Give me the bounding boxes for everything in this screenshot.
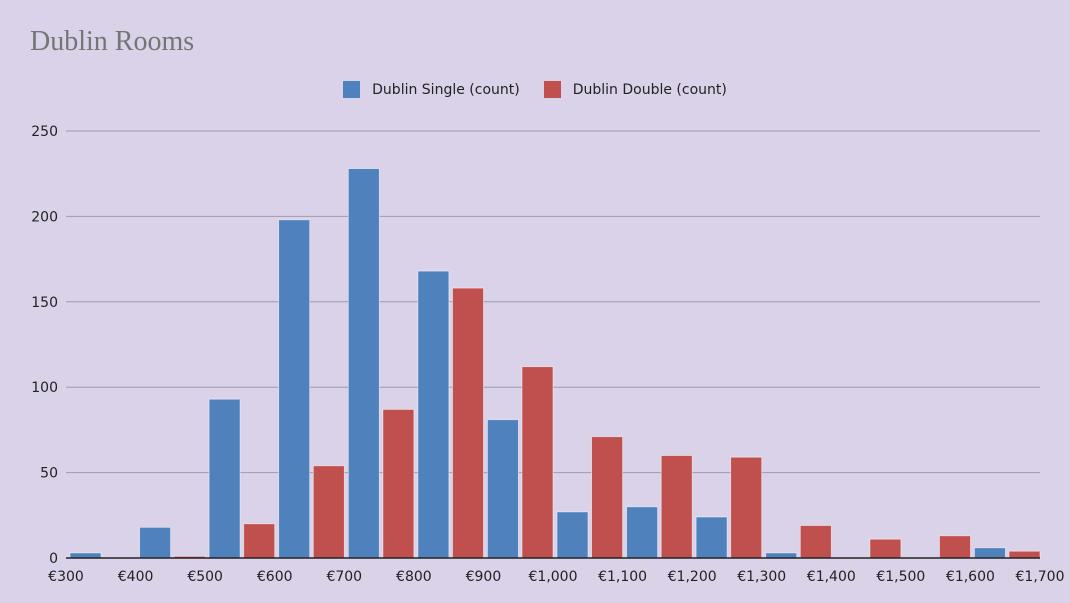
x-tick-label: €300 <box>48 569 84 585</box>
x-tick-label: €900 <box>466 569 502 585</box>
x-tick-label: €1,200 <box>668 569 717 585</box>
bar-single <box>626 506 658 559</box>
bar-single <box>765 552 798 559</box>
bar-double <box>382 408 415 559</box>
x-tick-label: €600 <box>257 569 293 585</box>
legend-swatch-double <box>543 81 561 98</box>
y-tick-label: 100 <box>31 380 58 396</box>
bar-single <box>208 398 241 559</box>
bar-single <box>486 419 519 559</box>
bar-single <box>417 270 450 559</box>
x-tick-label: €1,300 <box>737 569 786 585</box>
x-tick-label: €1,100 <box>598 569 647 585</box>
bar-double <box>939 535 971 559</box>
bar-single <box>347 168 380 559</box>
y-tick-label: 150 <box>31 295 58 311</box>
chart-legend: Dublin Single (count) Dublin Double (cou… <box>0 81 1070 98</box>
bar-single <box>139 526 172 559</box>
bar-double <box>521 366 554 559</box>
bar-double <box>730 456 763 559</box>
x-tick-label: €1,600 <box>946 569 995 585</box>
bar-double <box>869 538 902 559</box>
legend-label-double: Dublin Double (count) <box>572 81 727 98</box>
y-tick-label: 0 <box>49 551 58 567</box>
bar-double <box>243 523 276 559</box>
bar-double <box>591 436 623 559</box>
bar-single <box>69 552 102 559</box>
x-tick-label: €700 <box>326 569 362 585</box>
y-tick-label: 200 <box>31 209 58 225</box>
x-tick-label: €500 <box>187 569 223 585</box>
x-tick-label: €1,000 <box>529 569 578 585</box>
y-tick-label: 250 <box>31 124 58 140</box>
legend-label-single: Dublin Single (count) <box>372 81 520 98</box>
x-tick-label: €1,500 <box>876 569 925 585</box>
bar-double <box>312 465 345 559</box>
bar-single <box>974 547 1006 559</box>
x-tick-label: €1,400 <box>807 569 856 585</box>
x-tick-label: €400 <box>118 569 154 585</box>
bar-double <box>1008 550 1041 559</box>
legend-item-single[interactable]: Dublin Single (count) <box>343 81 520 98</box>
chart-title: Dublin Rooms <box>30 26 195 57</box>
legend-swatch-single <box>343 81 361 98</box>
bar-single <box>278 219 311 559</box>
bar-double <box>660 455 693 559</box>
x-tick-label: €800 <box>396 569 432 585</box>
y-tick-label: 50 <box>40 466 58 482</box>
legend-item-double[interactable]: Dublin Double (count) <box>543 81 727 98</box>
x-tick-label: €1,700 <box>1016 569 1065 585</box>
bar-double <box>452 287 484 559</box>
bar-single <box>695 516 728 559</box>
bar-double <box>799 525 832 559</box>
bar-single <box>556 511 589 559</box>
